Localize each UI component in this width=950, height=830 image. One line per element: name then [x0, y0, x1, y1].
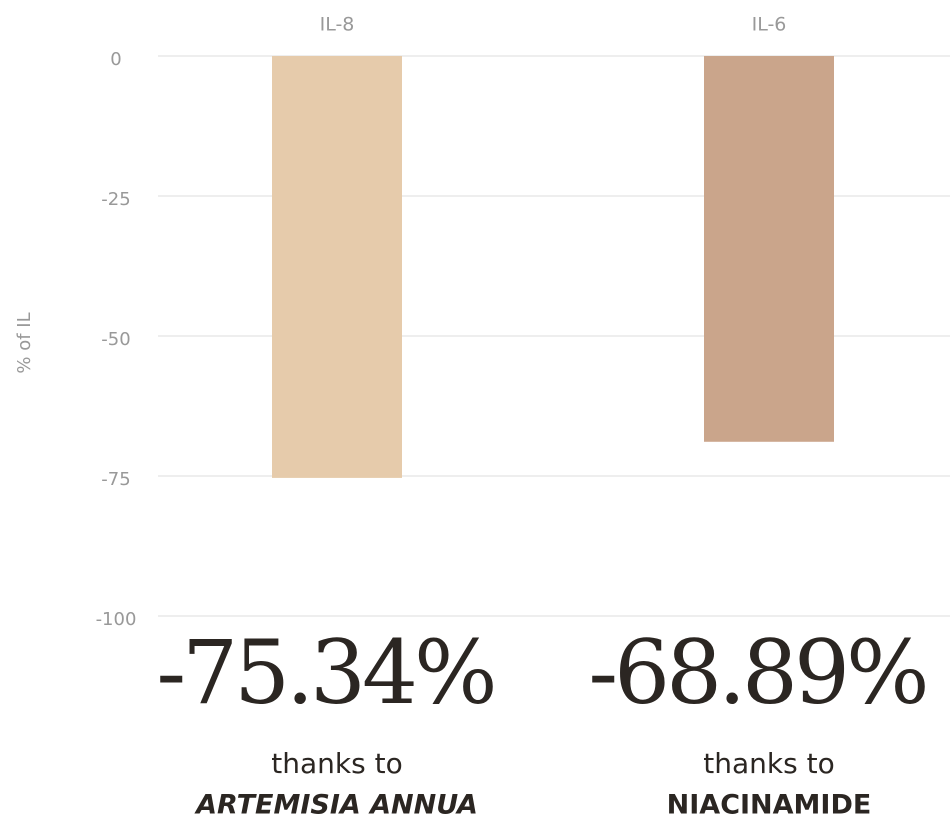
y-tick-label: -100 — [96, 609, 137, 630]
y-axis-label: % of IL — [14, 312, 35, 373]
bar — [704, 56, 834, 442]
bar — [272, 56, 402, 478]
annotation-ingredient: ARTEMISIA ANNUA — [194, 790, 478, 821]
y-tick-label: 0 — [110, 49, 121, 70]
annotation-text: thanks to — [271, 747, 402, 780]
x-tick-label: IL-6 — [752, 14, 787, 36]
y-tick-label: -25 — [101, 189, 130, 210]
annotation-text: thanks to — [703, 747, 834, 780]
x-tick-label: IL-8 — [320, 14, 355, 36]
y-tick-label: -50 — [101, 329, 130, 350]
value-label: -75.34% — [156, 621, 493, 724]
value-label: -68.89% — [588, 621, 925, 724]
annotation-ingredient: NIACINAMIDE — [667, 790, 872, 821]
y-tick-label: -75 — [101, 469, 130, 490]
